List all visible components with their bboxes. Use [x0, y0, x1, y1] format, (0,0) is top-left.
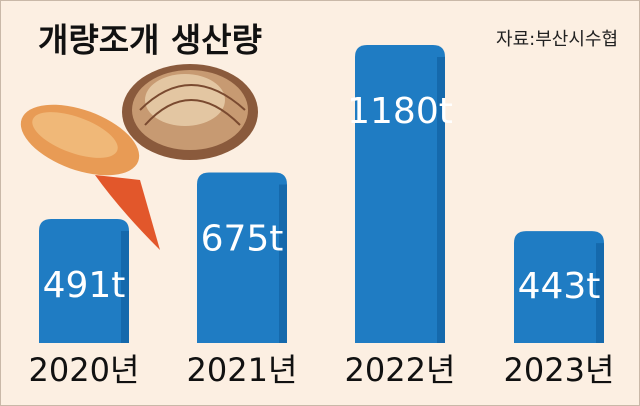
x-tick-label: 2022년 [345, 351, 456, 389]
bar [39, 219, 129, 343]
source: 자료:부산시수협 [496, 29, 618, 50]
value-label: 675t [201, 219, 284, 260]
value-label: 443t [518, 266, 601, 307]
bar-shade [596, 243, 604, 343]
bar-shade [437, 57, 445, 343]
clam-illustration [20, 64, 258, 250]
bar-shade [121, 231, 129, 343]
bar [514, 231, 604, 343]
bar [355, 45, 445, 343]
x-tick-label: 2021년 [187, 351, 298, 389]
x-tick-label: 2020년 [29, 351, 140, 389]
x-tick-label: 2023년 [504, 351, 615, 389]
chart-title: 개량조개 생산량 [38, 21, 262, 60]
bar-shade [279, 184, 287, 343]
bar [197, 172, 287, 343]
value-label: 491t [43, 265, 126, 306]
value-label: 1180t [347, 91, 453, 132]
